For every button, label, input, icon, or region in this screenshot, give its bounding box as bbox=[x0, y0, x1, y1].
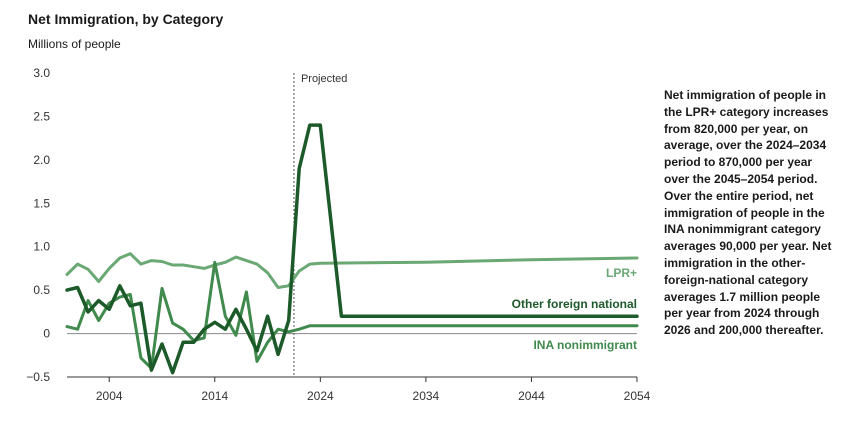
y-tick-label: 3.0 bbox=[33, 66, 50, 80]
chart-subtitle: Millions of people bbox=[28, 37, 121, 51]
chart-annotation: Net immigration of people in the LPR+ ca… bbox=[664, 88, 832, 338]
y-tick-label: 1.0 bbox=[33, 240, 50, 254]
chart-title: Net Immigration, by Category bbox=[28, 11, 224, 27]
x-tick-label: 2034 bbox=[413, 389, 440, 403]
series-label-lpr: LPR+ bbox=[606, 266, 637, 280]
series-label-ina-nonimmigrant: INA nonimmigrant bbox=[533, 338, 637, 352]
y-tick-label: 1.5 bbox=[33, 196, 50, 210]
x-tick-label: 2014 bbox=[201, 389, 228, 403]
x-axis: 2004 2014 2024 2034 2044 2054 bbox=[67, 376, 651, 403]
series-line-lpr bbox=[65, 252, 639, 289]
projected-label: Projected bbox=[301, 73, 347, 85]
y-tick-label: 0 bbox=[43, 327, 50, 341]
y-tick-label: 2.0 bbox=[33, 153, 50, 167]
x-tick-label: 2024 bbox=[307, 389, 334, 403]
y-axis: −0.5 0 0.5 1.0 1.5 2.0 2.5 3.0 bbox=[26, 66, 50, 384]
x-tick-label: 2004 bbox=[96, 389, 123, 403]
x-tick-label: 2054 bbox=[624, 389, 651, 403]
series-line-other-foreign-national bbox=[65, 123, 639, 375]
y-tick-label: 2.5 bbox=[33, 109, 50, 123]
series-label-other-foreign-national: Other foreign national bbox=[512, 297, 637, 311]
series-labels: LPR+ Other foreign national INA nonimmig… bbox=[512, 266, 637, 352]
series-lines bbox=[65, 123, 639, 375]
y-tick-label: −0.5 bbox=[26, 370, 50, 384]
y-tick-label: 0.5 bbox=[33, 283, 50, 297]
x-tick-label: 2044 bbox=[518, 389, 545, 403]
